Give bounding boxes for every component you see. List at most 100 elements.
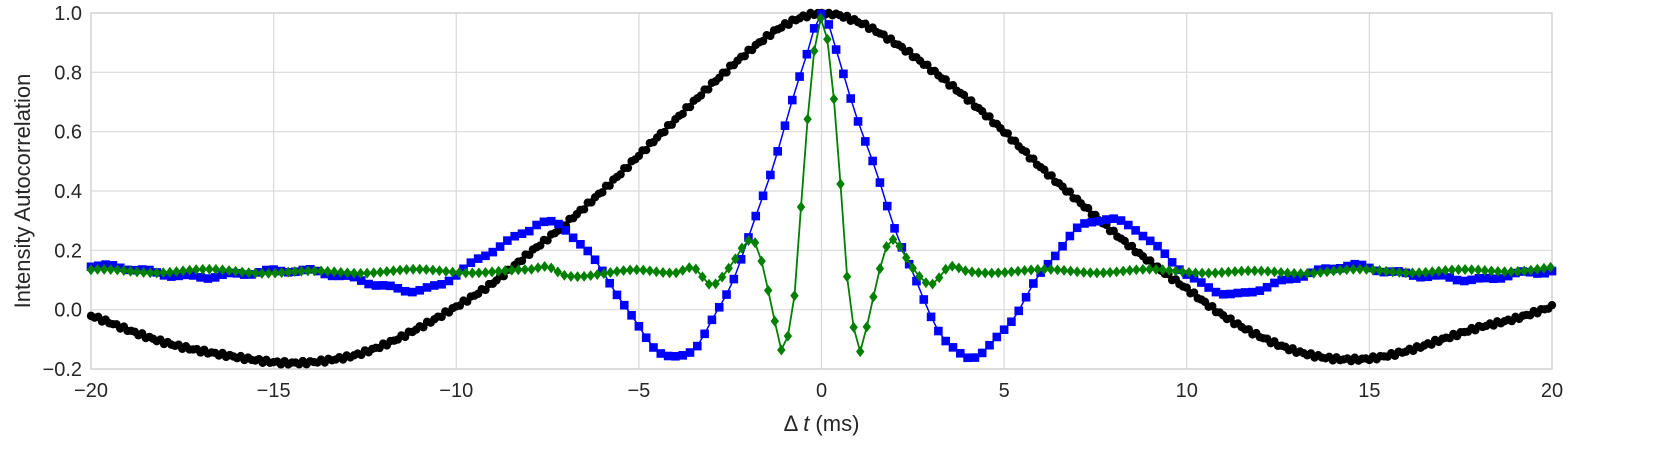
data-point-square bbox=[167, 272, 176, 281]
data-point-diamond bbox=[1033, 264, 1042, 275]
data-point-diamond bbox=[395, 264, 405, 276]
data-point-diamond bbox=[704, 278, 714, 290]
data-point-diamond bbox=[487, 266, 497, 278]
data-point-diamond bbox=[435, 265, 444, 277]
data-point-diamond bbox=[816, 12, 825, 24]
data-point-diamond bbox=[1296, 268, 1305, 279]
data-point-diamond bbox=[553, 266, 562, 278]
data-point-diamond bbox=[1526, 264, 1536, 276]
data-point-circle bbox=[678, 109, 687, 119]
data-point-square bbox=[1540, 268, 1549, 278]
data-point-square bbox=[386, 281, 395, 291]
data-point-diamond bbox=[218, 264, 227, 276]
data-point-diamond bbox=[1158, 264, 1167, 276]
data-point-square bbox=[970, 353, 980, 362]
data-point-circle bbox=[722, 68, 731, 77]
data-point-diamond bbox=[954, 262, 964, 274]
data-point-square bbox=[262, 265, 271, 275]
data-point-diamond bbox=[994, 267, 1003, 279]
data-point-square bbox=[787, 95, 797, 105]
data-point-diamond bbox=[1040, 263, 1049, 275]
data-point-square bbox=[481, 251, 490, 261]
data-point-diamond bbox=[750, 237, 760, 249]
data-point-circle bbox=[1029, 154, 1038, 163]
data-point-diamond bbox=[99, 263, 109, 275]
data-point-diamond bbox=[658, 267, 668, 278]
data-point-diamond bbox=[790, 290, 799, 302]
data-point-diamond bbox=[593, 269, 602, 281]
data-point-square bbox=[554, 219, 563, 229]
data-point-diamond bbox=[106, 264, 115, 275]
data-point-diamond bbox=[349, 267, 359, 279]
data-point-diamond bbox=[500, 265, 510, 277]
data-point-diamond bbox=[1533, 263, 1542, 275]
data-point-diamond bbox=[1276, 266, 1286, 278]
data-point-square bbox=[875, 178, 885, 187]
data-point-diamond bbox=[1427, 266, 1437, 278]
data-point-diamond bbox=[757, 255, 766, 267]
data-point-square bbox=[203, 274, 213, 283]
data-point-square bbox=[766, 170, 775, 180]
data-point-square bbox=[663, 351, 673, 361]
data-point-square bbox=[400, 286, 410, 296]
data-point-diamond bbox=[974, 267, 983, 279]
data-point-diamond bbox=[1230, 266, 1240, 277]
data-point-diamond bbox=[1099, 267, 1108, 279]
data-point-diamond bbox=[1467, 264, 1476, 276]
data-point-diamond bbox=[1487, 265, 1496, 277]
data-point-diamond bbox=[1092, 267, 1102, 279]
data-point-square bbox=[393, 284, 403, 293]
data-point-diamond bbox=[862, 321, 871, 333]
data-point-square bbox=[729, 274, 739, 284]
data-point-diamond bbox=[1151, 263, 1161, 275]
data-point-diamond bbox=[560, 269, 569, 281]
data-point-diamond bbox=[875, 263, 885, 275]
x-axis-label: Δ t (ms) bbox=[784, 411, 860, 436]
data-point-circle bbox=[605, 181, 614, 190]
data-point-diamond bbox=[1257, 265, 1266, 277]
data-point-diamond bbox=[211, 263, 221, 275]
data-point-circle bbox=[704, 85, 713, 94]
data-point-diamond bbox=[1441, 264, 1450, 276]
data-point-diamond bbox=[257, 267, 267, 279]
data-point-square bbox=[466, 258, 476, 267]
data-point-diamond bbox=[619, 265, 628, 276]
data-point-circle bbox=[967, 96, 976, 105]
data-point-diamond bbox=[829, 93, 839, 105]
data-point-diamond bbox=[270, 267, 280, 279]
data-point-circle bbox=[1047, 171, 1056, 180]
data-point-square bbox=[1109, 214, 1118, 223]
data-point-square bbox=[451, 271, 461, 280]
data-point-circle bbox=[641, 145, 651, 155]
data-point-square bbox=[1445, 273, 1455, 282]
data-point-diamond bbox=[1250, 265, 1259, 277]
data-point-diamond bbox=[987, 267, 996, 279]
data-point-diamond bbox=[1395, 267, 1404, 278]
data-point-square bbox=[736, 255, 746, 264]
data-point-diamond bbox=[566, 270, 576, 282]
data-point-diamond bbox=[191, 264, 201, 276]
data-point-diamond bbox=[277, 267, 286, 279]
data-point-square bbox=[1481, 273, 1491, 283]
y-tick-labels: −0.2 0.0 0.2 0.4 0.6 0.8 1.0 bbox=[43, 3, 82, 381]
y-tick-label: 0.8 bbox=[54, 62, 82, 84]
data-point-square bbox=[627, 311, 636, 320]
data-point-square bbox=[641, 333, 651, 342]
data-point-square bbox=[1050, 251, 1060, 261]
data-point-circle bbox=[1547, 300, 1557, 310]
data-point-diamond bbox=[1447, 264, 1457, 276]
data-point-square bbox=[1255, 286, 1265, 295]
data-point-square bbox=[1474, 274, 1484, 283]
data-point-square bbox=[1007, 317, 1016, 327]
data-point-diamond bbox=[1460, 264, 1470, 275]
data-point-diamond bbox=[428, 264, 438, 276]
data-point-square bbox=[1072, 223, 1082, 233]
data-point-diamond bbox=[632, 264, 641, 276]
data-point-diamond bbox=[1539, 262, 1549, 274]
x-axis-label-unit: (ms) bbox=[809, 411, 859, 436]
data-point-diamond bbox=[376, 266, 385, 278]
data-point-diamond bbox=[224, 265, 234, 276]
data-point-diamond bbox=[1388, 266, 1397, 278]
data-point-diamond bbox=[520, 264, 530, 276]
data-point-square bbox=[1218, 289, 1228, 299]
